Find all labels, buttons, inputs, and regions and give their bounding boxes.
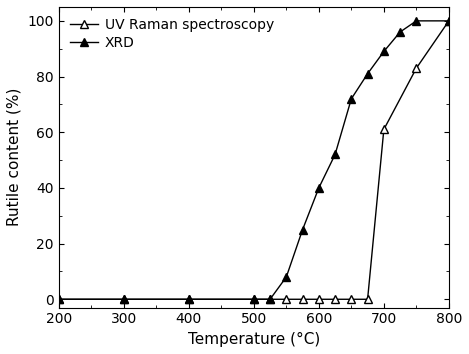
XRD [414,19,419,23]
XRD [56,297,61,301]
UV Raman spectroscopy [365,297,371,301]
XRD [121,297,127,301]
UV Raman spectroscopy [186,297,192,301]
XRD [348,97,354,101]
Legend: UV Raman spectroscopy, XRD: UV Raman spectroscopy, XRD [66,14,278,55]
UV Raman spectroscopy [348,297,354,301]
XRD [251,297,257,301]
UV Raman spectroscopy [121,297,127,301]
XRD [397,30,403,34]
XRD [186,297,192,301]
UV Raman spectroscopy [316,297,322,301]
UV Raman spectroscopy [446,19,452,23]
Line: XRD: XRD [54,17,453,303]
UV Raman spectroscopy [381,127,386,132]
XRD [365,72,371,76]
X-axis label: Temperature (°C): Temperature (°C) [188,332,320,347]
XRD [267,297,273,301]
UV Raman spectroscopy [56,297,61,301]
Line: UV Raman spectroscopy: UV Raman spectroscopy [54,17,453,303]
UV Raman spectroscopy [251,297,257,301]
UV Raman spectroscopy [283,297,289,301]
XRD [316,186,322,190]
UV Raman spectroscopy [267,297,273,301]
XRD [283,275,289,279]
XRD [381,49,386,53]
XRD [332,152,338,156]
UV Raman spectroscopy [332,297,338,301]
XRD [300,228,305,232]
UV Raman spectroscopy [414,66,419,70]
XRD [446,19,452,23]
Y-axis label: Rutile content (%): Rutile content (%) [7,88,22,227]
UV Raman spectroscopy [300,297,305,301]
